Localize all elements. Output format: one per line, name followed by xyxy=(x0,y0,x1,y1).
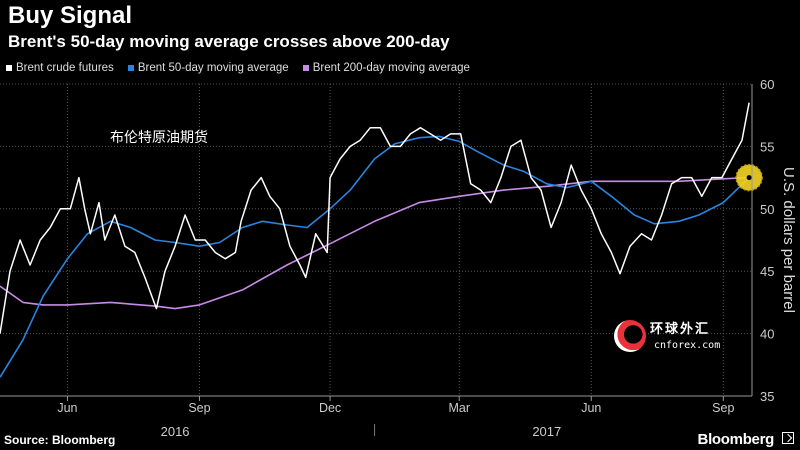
legend: Brent crude futures Brent 50-day moving … xyxy=(6,62,470,74)
x-tick-label: Sep xyxy=(188,401,210,415)
chart-subtitle: Brent's 50-day moving average crosses ab… xyxy=(8,32,450,51)
legend-swatch-brent xyxy=(6,65,12,71)
bloomberg-logo: Bloomberg xyxy=(697,431,775,448)
source-note: Source: Bloomberg xyxy=(4,433,116,447)
x-tick-label: Dec xyxy=(319,401,341,415)
chart-title: Buy Signal xyxy=(8,2,133,29)
x-tick-label: Mar xyxy=(448,401,470,415)
legend-item-ma200: Brent 200-day moving average xyxy=(302,62,470,74)
series-layer xyxy=(0,102,763,378)
x-year-label: 2016 xyxy=(161,424,190,436)
y-tick-label: 35 xyxy=(760,389,774,404)
chart-annotation: 布伦特原油期货 xyxy=(110,129,208,146)
legend-label-ma200: Brent 200-day moving average xyxy=(312,62,470,74)
y-tick-label: 45 xyxy=(760,264,774,279)
legend-label-ma50: Brent 50-day moving average xyxy=(137,62,289,74)
watermark-sub: cnforex.com xyxy=(654,340,721,351)
axis-layer: 35 40 45 50 55 60 Jun Sep Dec Mar Jun Sep 2016 2017 U.… xyxy=(0,77,797,436)
legend-item-brent: Brent crude futures xyxy=(6,62,114,74)
y-tick-label: 60 xyxy=(760,77,774,92)
legend-item-ma50: Brent 50-day moving average xyxy=(127,62,289,74)
y-tick-label: 55 xyxy=(760,139,774,154)
legend-swatch-ma200 xyxy=(302,65,309,71)
x-tick-label: Sep xyxy=(712,401,734,415)
x-tick-label: Jun xyxy=(57,401,77,415)
x-year-label: 2017 xyxy=(532,424,561,436)
line-chart: 35 40 45 50 55 60 Jun Sep Dec Mar Jun Sep 2016 2017 U.… xyxy=(0,77,797,436)
cnforex-logo-icon xyxy=(614,320,646,352)
series-line-brent xyxy=(0,102,750,334)
series-line-ma50 xyxy=(0,135,750,378)
y-axis-label: U.S. dollars per barrel xyxy=(780,167,797,313)
legend-label-brent: Brent crude futures xyxy=(16,62,114,74)
watermark-text: 环球外汇 xyxy=(650,321,711,336)
x-tick-label: Jun xyxy=(581,401,601,415)
series-line-ma200 xyxy=(0,176,750,310)
legend-swatch-ma50 xyxy=(127,65,134,71)
bloomberg-box-icon xyxy=(782,432,794,444)
crossover-point xyxy=(746,175,752,181)
y-tick-label: 40 xyxy=(760,327,774,342)
y-tick-label: 50 xyxy=(760,202,774,217)
